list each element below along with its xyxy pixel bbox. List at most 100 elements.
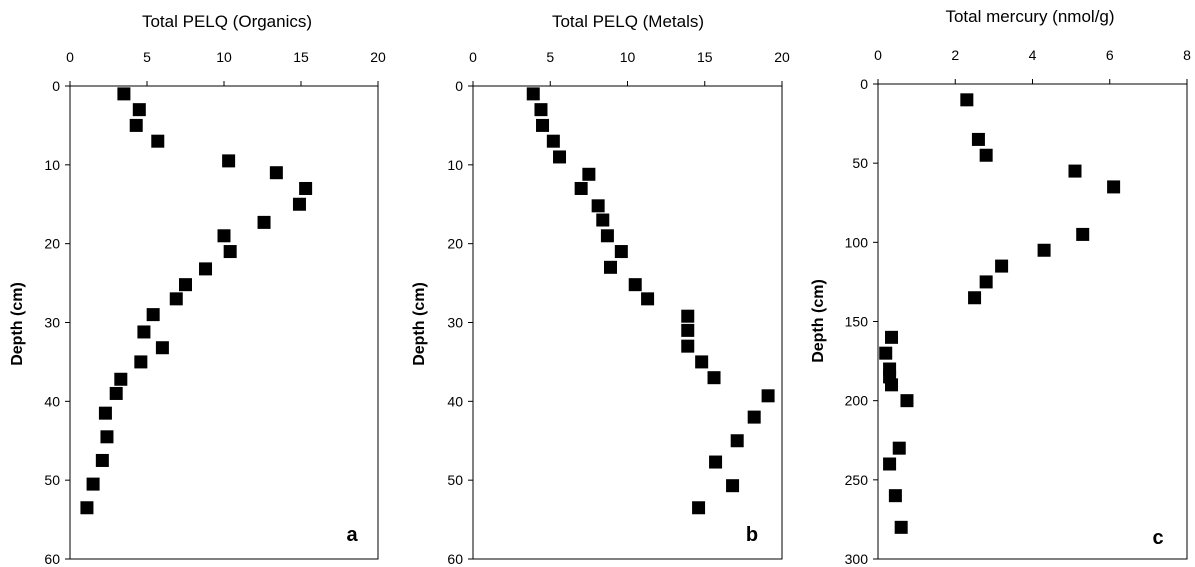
panel-c-x-tick-label: 0 xyxy=(874,47,882,63)
panel-a-y-tick-label: 20 xyxy=(44,236,60,252)
panel-a-data-point xyxy=(80,501,94,515)
panel-b-data-point xyxy=(681,309,695,323)
panel-a-y-axis-label: Depth (cm) xyxy=(9,282,26,366)
panel-c-data-point xyxy=(995,259,1009,273)
panel-c-data-point xyxy=(1107,180,1121,194)
panel-c-data-point xyxy=(960,93,974,107)
panel-b-data-point xyxy=(534,103,548,117)
panel-a: Total PELQ (Organics) Depth (cm) a 0 5 10 1… xyxy=(9,12,386,567)
panel-c-y-tick-label: 0 xyxy=(860,76,868,92)
panel-a-data-point xyxy=(155,341,169,355)
panel-b-x-tick-label: 20 xyxy=(774,49,790,65)
panel-c-data-point xyxy=(971,132,985,146)
panel-b: Total PELQ (Metals) Depth (cm) b 0 5 10 15 2… xyxy=(411,12,790,567)
panel-b-y-tick-label: 10 xyxy=(447,157,463,173)
panel-a-data-point xyxy=(257,215,271,229)
panel-c-y-tick-label: 300 xyxy=(845,551,869,567)
panel-c-data-point xyxy=(1076,227,1090,241)
panel-b-y-tick-label: 60 xyxy=(447,551,463,567)
panel-a-data-point xyxy=(223,245,237,259)
panel-a-x-tick-label: 0 xyxy=(66,49,74,65)
panel-c-y-tick-label: 250 xyxy=(845,472,869,488)
panel-b-title: Total PELQ (Metals) xyxy=(552,12,704,31)
panel-b-data-point xyxy=(730,434,744,448)
panel-b-data-point xyxy=(681,339,695,353)
panel-a-title: Total PELQ (Organics) xyxy=(142,12,312,31)
panel-a-data-point xyxy=(199,262,213,276)
panel-a-y-tick-label: 30 xyxy=(44,315,60,331)
panel-a-data-point xyxy=(146,308,160,322)
panel-c-data-point xyxy=(979,275,993,289)
panel-b-data-point xyxy=(681,323,695,337)
panel-a-data-point xyxy=(299,181,313,195)
panel-a-data-point xyxy=(151,134,165,148)
panel-c-data-point xyxy=(900,394,914,408)
panel-b-y-axis-label: Depth (cm) xyxy=(411,282,428,366)
panel-c-x-tick-label: 4 xyxy=(1029,47,1037,63)
panel-c-data-point xyxy=(888,489,902,503)
panel-c-data-point xyxy=(892,441,906,455)
panel-b-y-tick-label: 0 xyxy=(455,78,463,94)
panel-c-data-point xyxy=(894,520,908,534)
panel-b-x-tick-label: 15 xyxy=(697,49,713,65)
panel-b-data-point xyxy=(591,199,605,213)
panel-a-data-point xyxy=(217,229,231,243)
panel-b-data-point xyxy=(596,213,610,227)
panel-a-y-tick-label: 40 xyxy=(44,393,60,409)
panel-a-data-point xyxy=(95,453,109,467)
panel-a-y-tick-label: 0 xyxy=(52,78,60,94)
panel-a-y-tick-label: 10 xyxy=(44,157,60,173)
panel-a-x-tick-label: 5 xyxy=(143,49,151,65)
panel-b-data-point xyxy=(526,87,540,101)
panel-a-data-point xyxy=(269,166,283,180)
panel-c-x-tick-label: 6 xyxy=(1106,47,1114,63)
panel-b-data-point xyxy=(761,389,775,403)
panel-b-data-point xyxy=(726,479,740,493)
panel-b-x-tick-label: 10 xyxy=(620,49,636,65)
panel-b-data-point xyxy=(574,181,588,195)
panel-b-y-tick-label: 40 xyxy=(447,393,463,409)
panel-a-y-tick-label: 50 xyxy=(44,472,60,488)
panel-b-data-point xyxy=(582,167,596,181)
panel-b-data-point xyxy=(600,229,614,243)
panel-a-data-point xyxy=(129,118,143,132)
panel-a-x-tick-label: 10 xyxy=(216,49,232,65)
panel-b-data-point xyxy=(641,292,655,306)
panel-b-data-point xyxy=(536,118,550,132)
panel-c-data-point xyxy=(879,346,893,360)
panel-b-data-point xyxy=(553,150,567,164)
panel-a-data-point xyxy=(114,372,128,386)
panel-c: Total mercury (nmol/g) Depth (cm) c 0 2 4 6… xyxy=(810,7,1191,567)
panel-a-data-point xyxy=(222,154,236,168)
panel-c-y-tick-label: 50 xyxy=(852,155,868,171)
panel-a-data-point xyxy=(100,430,114,444)
panel-c-data-point xyxy=(968,291,982,305)
panel-a-y-tick-label: 60 xyxy=(44,551,60,567)
panel-c-data-point xyxy=(885,330,899,344)
panel-a-x-tick-label: 15 xyxy=(293,49,309,65)
panel-a-data-point xyxy=(137,325,151,339)
panel-b-y-tick-label: 50 xyxy=(447,472,463,488)
panel-c-plot-frame xyxy=(877,83,1188,560)
panel-c-x-tick-label: 8 xyxy=(1183,47,1191,63)
panel-b-data-point xyxy=(604,260,618,274)
panel-c-y-tick-label: 200 xyxy=(845,393,869,409)
panel-a-data-point xyxy=(109,386,123,400)
panel-c-x-tick-label: 2 xyxy=(951,47,959,63)
panel-b-letter: b xyxy=(746,524,758,546)
panel-b-x-tick-label: 0 xyxy=(469,49,477,65)
panel-a-x-tick-label: 20 xyxy=(370,49,386,65)
panel-c-data-point xyxy=(1037,243,1051,257)
panel-c-y-tick-label: 100 xyxy=(845,234,869,250)
panel-b-data-point xyxy=(628,278,642,292)
panel-b-x-tick-label: 5 xyxy=(546,49,554,65)
panel-b-data-point xyxy=(695,355,709,369)
panel-b-data-point xyxy=(546,134,560,148)
panel-c-y-tick-label: 150 xyxy=(845,314,869,330)
panel-b-y-tick-label: 30 xyxy=(447,315,463,331)
panel-b-data-point xyxy=(692,501,706,515)
panel-a-data-point xyxy=(86,477,100,491)
panel-a-data-point xyxy=(132,103,146,117)
panel-a-data-point xyxy=(169,292,183,306)
